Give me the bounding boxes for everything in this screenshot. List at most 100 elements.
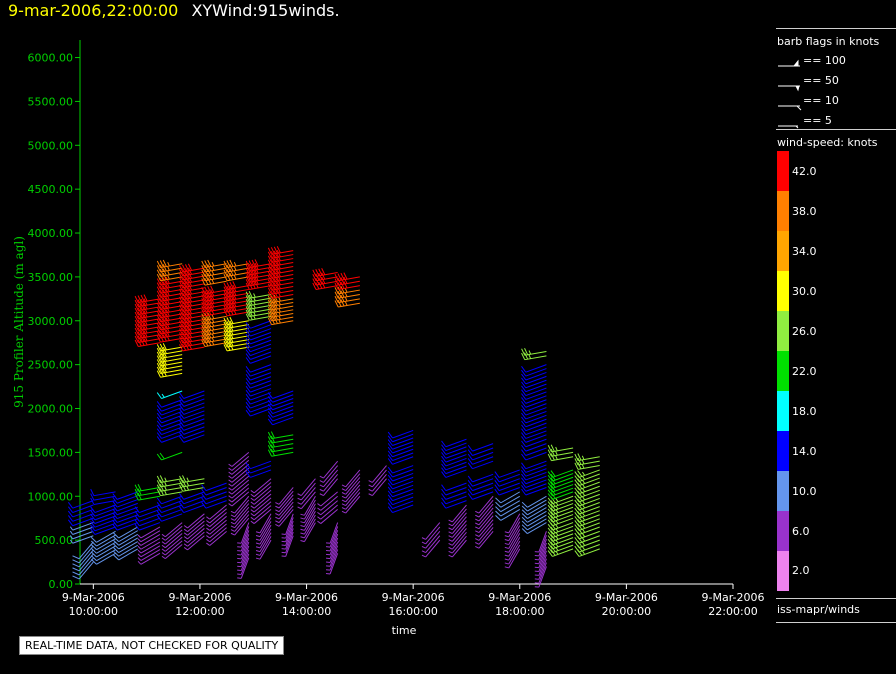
barb-flag <box>72 555 80 560</box>
wind-barb <box>182 279 205 285</box>
barb-half-flag <box>344 288 348 293</box>
wind-barb <box>271 266 294 271</box>
colorbar-segment <box>777 511 789 551</box>
barb-flag <box>207 268 212 276</box>
wind-barb <box>205 491 227 500</box>
qc-notice: REAL-TIME DATA, NOT CHECKED FOR QUALITY <box>19 636 285 655</box>
wind-barb <box>551 451 574 457</box>
wind-barb <box>161 422 183 432</box>
barb-half-flag <box>183 543 188 547</box>
wind-barb <box>209 527 227 543</box>
wind-barb <box>182 267 205 273</box>
barb-flag <box>521 348 526 356</box>
speed-label: 26.0 <box>792 325 817 338</box>
barb-flag <box>223 297 228 305</box>
barb-flag <box>182 484 187 492</box>
wind-barb <box>478 499 494 518</box>
barb-flag <box>162 297 167 305</box>
barb-flag <box>156 366 161 374</box>
x-tick-date: 9-Mar-2006 <box>382 591 445 604</box>
barb-flag <box>547 471 553 478</box>
barb-flag <box>387 478 393 486</box>
barb-half-flag <box>69 535 74 540</box>
colorbar-segment <box>777 271 789 311</box>
wind-barb <box>578 526 600 535</box>
barb-half-flag <box>344 301 348 306</box>
wind-barb <box>525 430 547 439</box>
wind-barb <box>204 304 227 310</box>
barb-flag <box>162 334 167 342</box>
wind-barb <box>392 437 414 446</box>
y-axis-label: 915 Profiler Altitude (m agl) <box>12 236 26 408</box>
wind-barb <box>250 351 272 360</box>
wind-barb <box>445 461 467 471</box>
wind-barb <box>552 548 574 557</box>
barb-flag <box>156 453 162 461</box>
wind-barb <box>249 304 272 310</box>
barb-flag <box>245 306 250 314</box>
barb-half-flag <box>228 471 233 475</box>
barb-flag <box>204 286 209 294</box>
wind-barb <box>527 507 547 519</box>
barb-flag <box>521 404 527 412</box>
barb-flag <box>179 412 185 419</box>
wind-barb <box>249 315 272 321</box>
barb-flag <box>577 457 582 465</box>
wind-barb <box>315 272 338 277</box>
wind-barb <box>478 515 494 533</box>
barb-flag <box>156 506 162 513</box>
barb-flag <box>245 268 250 276</box>
wind-barb <box>187 513 205 529</box>
speed-label: 38.0 <box>792 205 817 218</box>
barb-flag <box>179 506 185 513</box>
barb-flag <box>467 453 473 461</box>
wind-barb <box>209 519 227 535</box>
barb-flag <box>162 272 167 280</box>
wind-barb <box>204 342 227 348</box>
barb-half-flag <box>233 262 237 267</box>
barb-half-flag <box>186 481 190 487</box>
barb-flag <box>547 485 553 493</box>
barb-half-flag <box>297 497 302 501</box>
barb-flag <box>334 300 339 308</box>
barb-flag <box>267 295 273 303</box>
barb-half-flag <box>211 279 215 284</box>
barb-half-flag <box>421 550 426 554</box>
wind-barb <box>525 438 547 448</box>
barb-flag <box>179 432 185 439</box>
timestamp: 9-mar-2006,22:00:00 <box>8 1 179 20</box>
wind-barb <box>552 499 574 508</box>
wind-barb <box>300 478 316 496</box>
barb-half-flag <box>250 516 255 521</box>
wind-barb <box>259 524 272 545</box>
y-tick-label: 3500.00 <box>28 271 74 284</box>
barb-flag <box>156 497 162 505</box>
barb-flag <box>156 302 161 310</box>
wind-barb <box>425 522 441 540</box>
barb-half-flag <box>255 531 261 534</box>
barb-flag <box>179 308 184 316</box>
barb-flag <box>156 323 161 331</box>
wind-barb <box>578 493 600 503</box>
barb-flag <box>245 397 251 405</box>
barb-flag <box>521 473 527 481</box>
wind-barb <box>204 267 227 273</box>
barb-flag <box>494 471 500 478</box>
x-tick-date: 9-Mar-2006 <box>168 591 231 604</box>
barb-flag <box>547 542 553 550</box>
y-tick-label: 3000.00 <box>28 315 74 328</box>
barb-flag <box>207 312 212 320</box>
barb-flag <box>156 416 162 424</box>
barb-legend-10: == 10 <box>803 94 839 107</box>
barb-flag <box>467 449 473 456</box>
wind-barb <box>160 491 183 497</box>
wind-barb <box>160 305 183 311</box>
wind-barb <box>451 520 467 538</box>
wind-barb <box>227 320 249 326</box>
barb-half-flag <box>300 528 305 531</box>
wind-barb <box>508 533 521 553</box>
wind-barb <box>160 284 183 290</box>
wind-barb <box>285 517 294 539</box>
wind-barb <box>445 469 467 478</box>
wind-barb <box>250 392 272 401</box>
